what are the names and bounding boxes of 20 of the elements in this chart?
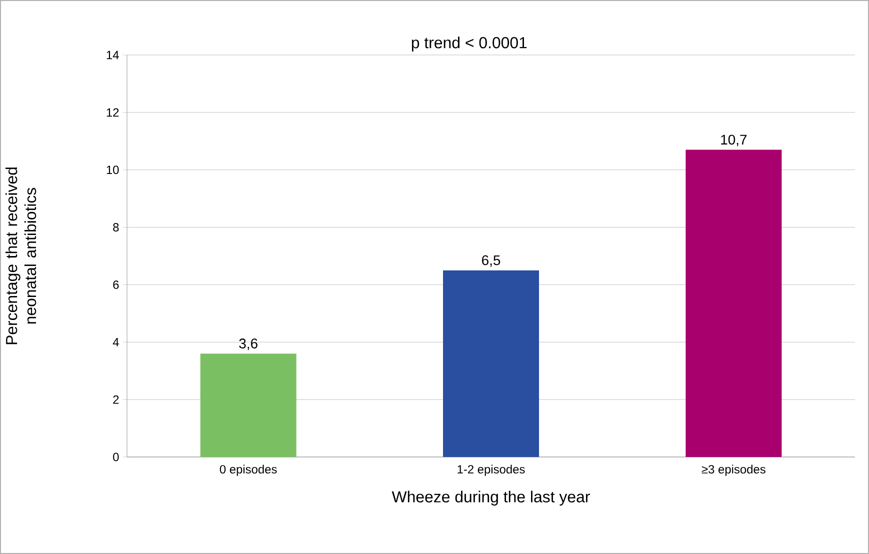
y-tick-label: 6 xyxy=(113,280,119,289)
y-tick-label: 4 xyxy=(112,338,119,346)
x-tick-label: 1-2 episodes xyxy=(458,464,525,476)
text: p trend < 0.0001 xyxy=(412,36,527,52)
x-axis-title: Wheeze during the last year xyxy=(392,490,590,506)
data-label: 3,6 xyxy=(239,338,258,350)
y-tick-label: 2 xyxy=(113,395,119,404)
x-tick-label: ≥3 episodes xyxy=(702,464,766,476)
y-axis-title: Percentage that received neonatal antibiotics xyxy=(6,168,36,344)
y-tick-label: 12 xyxy=(106,108,119,117)
data-label: 10,7 xyxy=(721,134,747,146)
y-tick-label: 8 xyxy=(113,223,119,232)
bar xyxy=(686,150,782,457)
data-label: 6,5 xyxy=(482,255,500,267)
y-tick-label: 10 xyxy=(106,166,119,174)
bar xyxy=(200,354,296,457)
y-tick-label: 14 xyxy=(106,50,119,60)
y-tick-label: 0 xyxy=(113,452,119,462)
bar xyxy=(443,270,540,457)
x-tick-label: 0 episodes xyxy=(220,464,277,476)
